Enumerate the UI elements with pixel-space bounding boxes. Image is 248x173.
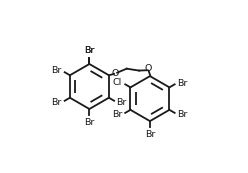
Text: O: O: [112, 69, 119, 78]
Text: Br: Br: [112, 110, 122, 119]
Text: Br: Br: [84, 118, 94, 127]
Text: O: O: [145, 64, 152, 73]
Text: Cl: Cl: [112, 78, 122, 87]
Text: Br: Br: [51, 98, 62, 107]
Text: Br: Br: [84, 46, 94, 55]
Text: Br: Br: [116, 98, 127, 107]
Text: Br: Br: [177, 110, 187, 119]
Text: Br: Br: [145, 130, 155, 139]
Text: Br: Br: [177, 79, 187, 88]
Text: Br: Br: [51, 66, 62, 75]
Text: Br: Br: [84, 46, 94, 55]
